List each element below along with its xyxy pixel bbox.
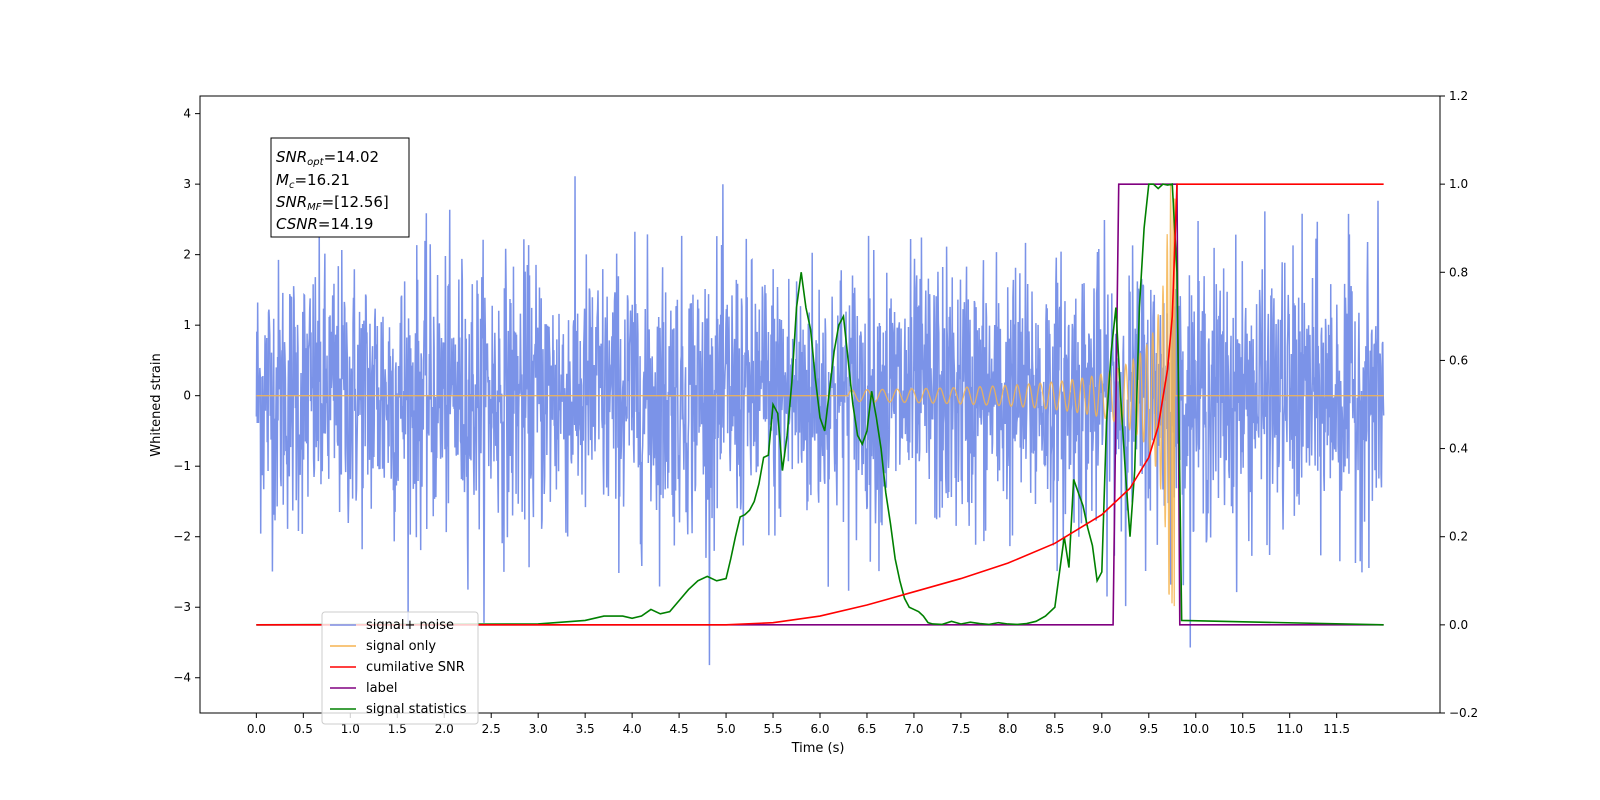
y-tick-label-right: 0.2 — [1449, 530, 1468, 544]
x-tick-label: 9.0 — [1092, 722, 1111, 736]
legend: signal+ noise signal only cumilative SNR… — [321, 611, 479, 725]
legend-label-signal-statistics: signal statistics — [366, 702, 467, 717]
legend-label-signal-noise: signal+ noise — [366, 618, 454, 633]
x-tick-label: 4.5 — [670, 722, 689, 736]
x-tick-label: 9.5 — [1139, 722, 1158, 736]
annotation-snr-opt: SNRopt=14.02 — [276, 148, 379, 168]
x-tick-label: 6.5 — [857, 722, 876, 736]
y-tick-label-left: −4 — [173, 671, 191, 685]
series-label — [256, 183, 1384, 626]
x-tick-label: 10.0 — [1182, 722, 1209, 736]
x-tick-label: 5.5 — [763, 722, 782, 736]
annotation-csnr: CSNR=14.19 — [276, 215, 373, 233]
y-tick-label-right: 0.0 — [1449, 618, 1468, 632]
legend-frame — [321, 611, 479, 725]
y-tick-label-right: 1.0 — [1449, 177, 1468, 191]
x-tick-label: 3.5 — [576, 722, 595, 736]
x-tick-label: 0.0 — [247, 722, 266, 736]
annotation-frame — [270, 137, 410, 238]
y-tick-label-right: 0.4 — [1449, 442, 1468, 456]
x-tick-label: 2.5 — [482, 722, 501, 736]
series-cumulative-snr — [256, 183, 1384, 626]
y-tick-label-left: 0 — [183, 389, 191, 403]
x-tick-label: 5.0 — [717, 722, 736, 736]
x-tick-label: 7.5 — [951, 722, 970, 736]
annotation-chirp-mass: Mc=16.21 — [276, 171, 350, 191]
x-tick-label: 0.5 — [294, 722, 313, 736]
series-signal-statistics — [256, 183, 1384, 626]
x-tick-label: 1.5 — [388, 722, 407, 736]
y-tick-label-right: 1.2 — [1449, 89, 1468, 103]
y-axis-left: 4 3 2 1 0 −1 −2 −3 −4 — [173, 107, 200, 685]
x-axis-label: Time (s) — [791, 741, 845, 756]
x-tick-label: 10.5 — [1229, 722, 1256, 736]
y-tick-label-right: 0.8 — [1449, 265, 1468, 279]
y-tick-label-left: −2 — [173, 530, 191, 544]
series-signal-noise — [255, 176, 1385, 666]
x-tick-label: 7.0 — [904, 722, 923, 736]
y-axis-right: 1.2 1.0 0.8 0.6 0.4 0.2 0.0 −0.2 — [1440, 89, 1478, 720]
y-axis-label: Whitened strain — [149, 353, 164, 456]
series-layer — [255, 176, 1385, 666]
x-tick-label: 11.0 — [1276, 722, 1303, 736]
annotation-box: SNRopt=14.02 Mc=16.21 SNRMF=[12.56] CSNR… — [270, 137, 410, 238]
legend-label-signal-only: signal only — [366, 639, 436, 654]
x-tick-label: 1.0 — [341, 722, 360, 736]
x-tick-label: 2.0 — [435, 722, 454, 736]
x-tick-label: 11.5 — [1323, 722, 1350, 736]
y-tick-label-left: 1 — [183, 318, 191, 332]
x-tick-label: 8.5 — [1045, 722, 1064, 736]
y-tick-label-left: 3 — [183, 177, 191, 191]
y-tick-label-right: 0.6 — [1449, 353, 1468, 367]
series-signal-only — [256, 185, 1384, 607]
x-tick-label: 3.0 — [529, 722, 548, 736]
x-tick-label: 8.0 — [998, 722, 1017, 736]
y-tick-label-left: −1 — [173, 459, 191, 473]
y-tick-label-right: −0.2 — [1449, 706, 1478, 720]
x-axis: 0.0 0.5 1.0 1.5 2.0 2.5 3.0 3.5 4.0 4.5 5.0 5.5 6.0 6… — [247, 713, 1350, 736]
x-tick-label: 4.0 — [623, 722, 642, 736]
annotation-snr-mf: SNRMF=[12.56] — [276, 193, 389, 213]
y-tick-label-left: 4 — [183, 107, 191, 121]
legend-label-label: label — [366, 681, 397, 696]
y-tick-label-left: −3 — [173, 600, 191, 614]
y-tick-label-left: 2 — [183, 248, 191, 262]
x-tick-label: 6.0 — [810, 722, 829, 736]
legend-label-cumulative-snr: cumilative SNR — [366, 660, 465, 675]
